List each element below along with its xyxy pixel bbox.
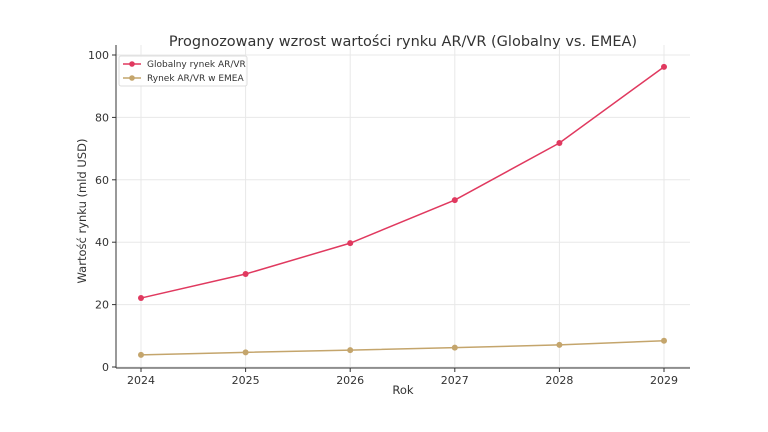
series-lines <box>138 63 667 358</box>
y-tick-label: 20 <box>95 299 109 312</box>
y-tick-label: 100 <box>88 49 109 62</box>
data-point-1-2025 <box>242 349 249 356</box>
x-axis-label: Rok <box>392 383 414 397</box>
data-point-0-2025 <box>242 271 249 278</box>
data-point-1-2029 <box>661 337 667 344</box>
chart-title: Prognozowany wzrost wartości rynku AR/VR… <box>169 34 637 50</box>
x-tick-label: 2028 <box>545 374 573 387</box>
x-tick-label: 2026 <box>336 374 364 387</box>
data-point-0-2027 <box>451 197 458 204</box>
data-point-0-2026 <box>347 240 354 247</box>
legend-label-global: Globalny rynek AR/VR <box>147 60 246 70</box>
data-point-1-2028 <box>556 341 563 348</box>
legend-marker-emea <box>129 75 135 81</box>
data-point-1-2024 <box>138 351 144 358</box>
x-tick-label: 2029 <box>650 374 678 387</box>
grid <box>116 45 690 368</box>
legend-marker-global <box>129 61 135 67</box>
x-tick-label: 2024 <box>127 374 155 387</box>
legend-label-emea: Rynek AR/VR w EMEA <box>147 74 244 84</box>
x-tick-label: 2027 <box>441 374 469 387</box>
data-point-1-2026 <box>347 347 354 354</box>
legend-box <box>118 55 248 87</box>
x-tick-label: 2025 <box>232 374 260 387</box>
y-tick-label: 0 <box>102 361 109 374</box>
ticks: 2024 2025 2026 2027 2028 2029 0 20 40 60 80 100 <box>88 49 678 387</box>
axes <box>115 45 690 369</box>
data-point-0-2029 <box>661 63 667 70</box>
series-line-0 <box>140 66 665 299</box>
y-axis-label: Wartość rynku (mld USD) <box>75 139 89 284</box>
data-point-0-2024 <box>138 295 144 302</box>
legend: Globalny rynek AR/VR Rynek AR/VR w EMEA <box>118 55 248 87</box>
y-tick-label: 40 <box>95 236 109 249</box>
y-tick-label: 80 <box>95 111 109 124</box>
y-tick-label: 60 <box>95 174 109 187</box>
data-point-1-2027 <box>451 344 458 351</box>
data-point-0-2028 <box>556 139 563 146</box>
series-line-1 <box>140 340 665 356</box>
